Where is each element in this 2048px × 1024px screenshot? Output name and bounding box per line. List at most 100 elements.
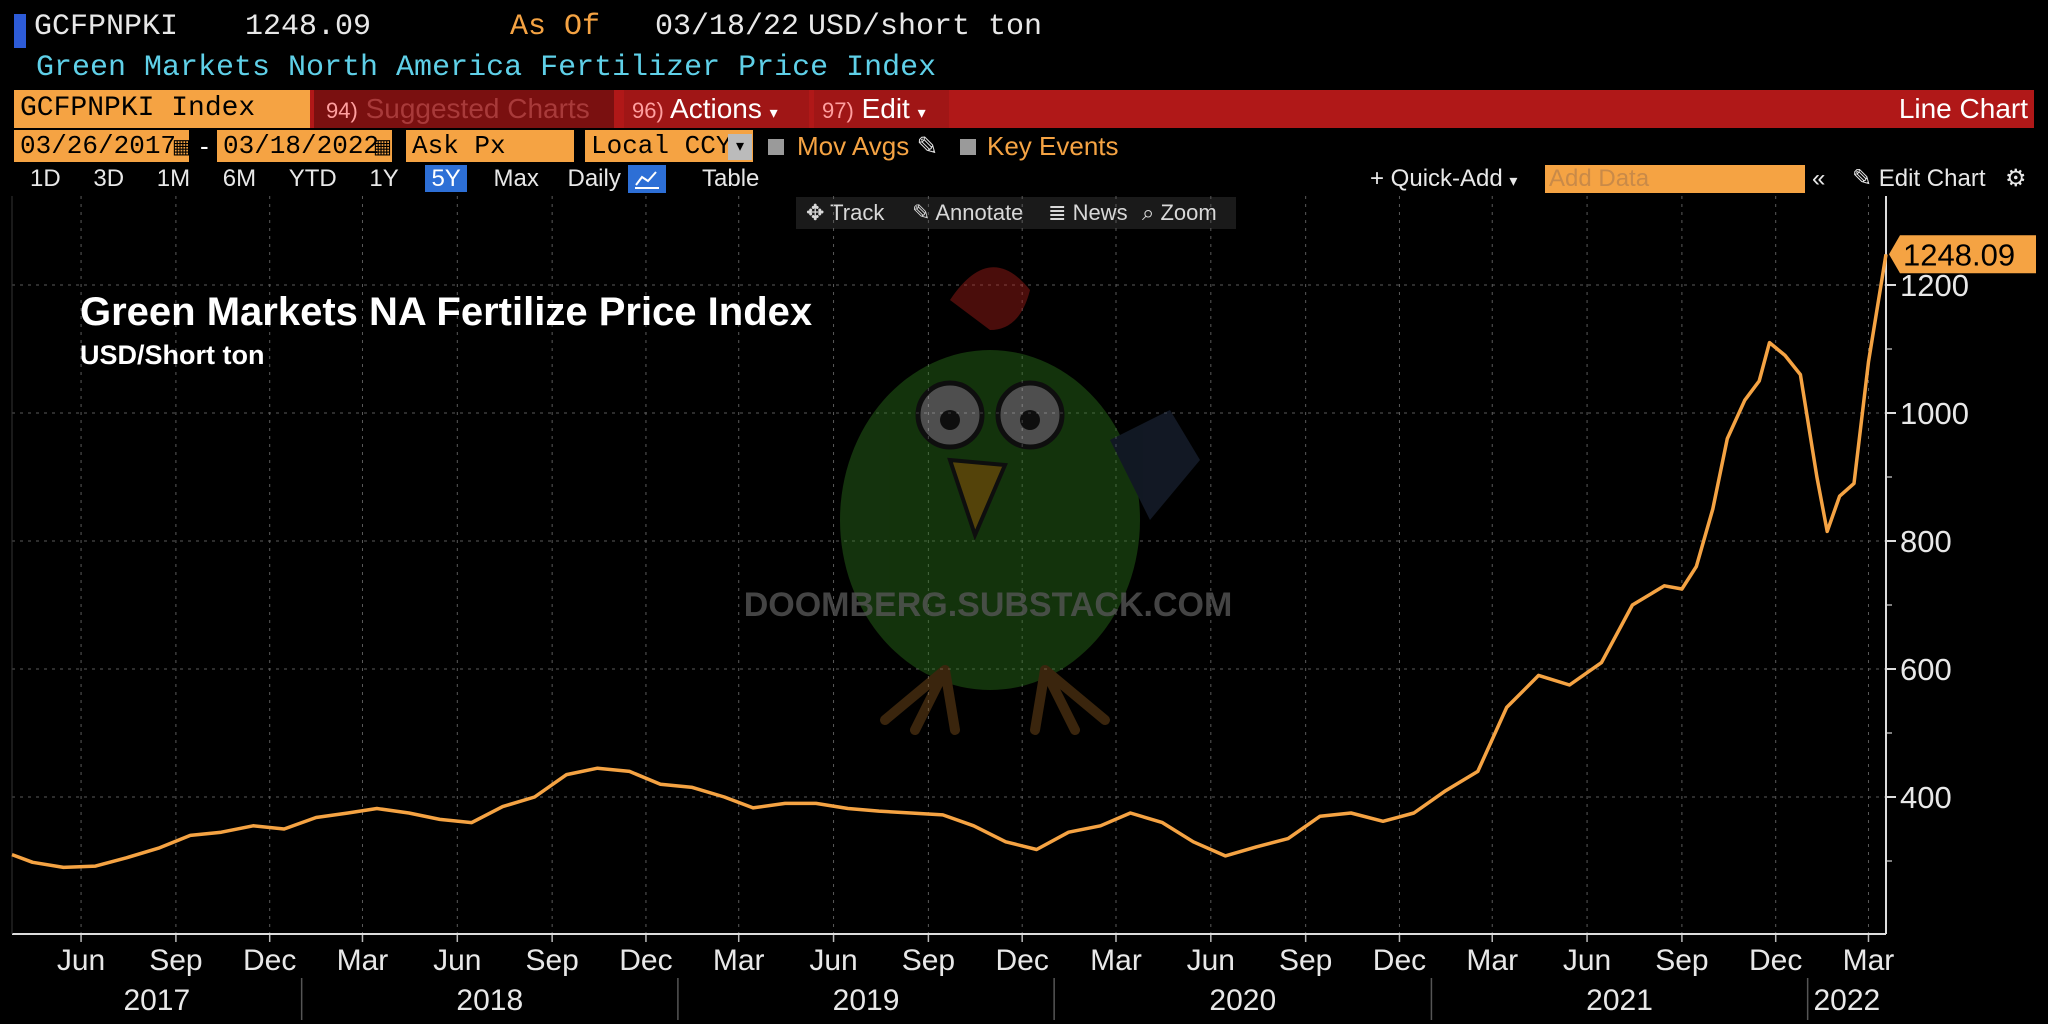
suggested-charts-number: 94)	[326, 98, 358, 123]
x-month-label: Mar	[1090, 944, 1142, 977]
x-month-label: Sep	[902, 944, 955, 977]
price-field-select[interactable]: Ask Px	[406, 130, 574, 162]
line-chart-icon[interactable]	[628, 165, 666, 193]
table-toggle[interactable]: Table	[702, 165, 760, 192]
x-month-label: Mar	[1466, 944, 1518, 977]
currency-select[interactable]: Local CCY	[585, 130, 753, 162]
pencil-icon: ✎	[1852, 165, 1873, 192]
track-tool[interactable]: ✥ Track	[806, 197, 884, 229]
x-year-label: 2019	[833, 984, 900, 1017]
period-3d[interactable]: 3D	[93, 165, 125, 192]
news-icon: ≣	[1048, 200, 1067, 225]
mov-avgs-checkbox[interactable]	[768, 139, 784, 155]
suggested-charts-label: Suggested Charts	[365, 93, 590, 124]
x-month-label: Dec	[1373, 944, 1426, 977]
x-month-label: Dec	[619, 944, 672, 977]
annotate-label: Annotate	[935, 200, 1024, 225]
x-month-label: Jun	[809, 944, 857, 977]
zoom-label: Zoom	[1160, 200, 1217, 225]
edit-chart-label: Edit Chart	[1878, 165, 1986, 192]
chart-grid	[12, 196, 1886, 934]
news-tool[interactable]: ≣ News	[1048, 197, 1128, 229]
frequency-label: Daily	[567, 165, 621, 192]
edit-chart-button[interactable]: ✎ Edit Chart	[1852, 163, 1986, 195]
caret-down-icon: ▾	[917, 105, 926, 122]
y-tick-label: 400	[1900, 780, 1952, 815]
x-month-label: Jun	[1563, 944, 1611, 977]
x-month-label: Sep	[1655, 944, 1708, 977]
calendar-icon[interactable]: ▦	[172, 136, 191, 158]
chevron-down-icon[interactable]: ▾	[728, 134, 752, 160]
edit-number: 97)	[822, 98, 854, 123]
x-month-label: Dec	[1749, 944, 1802, 977]
period-5y[interactable]: 5Y	[425, 165, 467, 192]
x-month-label: Sep	[525, 944, 578, 977]
caret-down-icon: ▾	[1509, 173, 1518, 190]
pencil-icon: ✎	[912, 200, 931, 225]
last-value-label: 1248.09	[1903, 237, 2015, 272]
period-1m[interactable]: 1M	[156, 165, 191, 192]
chart-subtitle: USD/Short ton	[80, 340, 265, 370]
security-description: Green Markets North America Fertilizer P…	[36, 51, 937, 85]
period-1y[interactable]: 1Y	[369, 165, 399, 192]
pencil-icon[interactable]: ✎	[916, 131, 939, 161]
key-events-label[interactable]: Key Events	[987, 131, 1119, 161]
suggested-charts-button[interactable]: 94) Suggested Charts	[314, 90, 614, 128]
x-year-label: 2018	[456, 984, 523, 1017]
series-line	[11, 254, 1888, 870]
ticker-symbol: GCFPNPKI	[34, 10, 179, 44]
x-month-label: Dec	[996, 944, 1049, 977]
x-month-label: Mar	[713, 944, 765, 977]
actions-menu-button[interactable]: 96) Actions ▾	[624, 90, 809, 128]
period-1d[interactable]: 1D	[30, 165, 61, 192]
last-value-marker: 1248.09	[1889, 235, 2036, 274]
annotate-tool[interactable]: ✎ Annotate	[912, 197, 1023, 229]
y-tick-label: 1000	[1900, 396, 1969, 431]
edit-menu-button[interactable]: 97) Edit ▾	[814, 90, 949, 128]
as-of-label: As Of	[510, 10, 601, 44]
gear-icon[interactable]: ⚙	[2005, 165, 2027, 192]
quick-add-label: + Quick-Add	[1370, 165, 1503, 192]
x-month-label: Mar	[1843, 944, 1895, 977]
y-tick-label: 600	[1900, 652, 1952, 687]
x-month-label: Dec	[243, 944, 296, 977]
caret-down-icon: ▾	[769, 105, 778, 122]
magnifier-icon: ⌕	[1142, 200, 1155, 225]
security-input[interactable]: GCFPNPKI Index	[14, 90, 310, 128]
edit-label: Edit	[861, 93, 910, 124]
news-label: News	[1072, 200, 1128, 225]
chart-type-label[interactable]: Line Chart	[1898, 93, 2028, 124]
start-date-input[interactable]: 03/26/2017	[14, 130, 189, 162]
x-month-label: Jun	[57, 944, 105, 977]
end-date-input[interactable]: 03/18/2022	[217, 130, 392, 162]
actions-number: 96)	[632, 98, 664, 123]
last-value-tag	[1889, 235, 2036, 274]
chart-axes: Jun Sep Dec Mar Jun Sep Dec Mar Jun Sep Dec Mar Jun S…	[11, 196, 1969, 1020]
track-label: Track	[830, 200, 885, 225]
x-year-label: 2021	[1586, 984, 1653, 1017]
x-year-label: 2020	[1209, 984, 1276, 1017]
x-month-label: Sep	[1279, 944, 1332, 977]
key-events-checkbox[interactable]	[960, 139, 976, 155]
add-data-input[interactable]: Add Data	[1545, 165, 1805, 193]
y-tick-label: 800	[1900, 524, 1952, 559]
as-of-date: 03/18/22	[655, 10, 800, 44]
last-price: 1248.09	[245, 10, 372, 44]
mov-avgs-label: Mov Avgs	[797, 131, 910, 161]
period-max[interactable]: Max	[493, 165, 539, 192]
price-unit: USD/short ton	[808, 10, 1043, 44]
calendar-icon[interactable]: ▦	[373, 136, 392, 158]
collapse-icon[interactable]: «	[1812, 165, 1826, 192]
period-ytd[interactable]: YTD	[288, 165, 337, 192]
x-year-label: 2017	[123, 984, 190, 1017]
x-month-label: Mar	[337, 944, 389, 977]
quick-add-button[interactable]: + Quick-Add ▾	[1370, 163, 1517, 195]
x-month-label: Sep	[149, 944, 202, 977]
mov-avgs-option[interactable]: Mov Avgs ✎	[797, 130, 938, 162]
zoom-tool[interactable]: ⌕ Zoom	[1142, 197, 1217, 229]
chart-tools-bar	[796, 197, 1236, 229]
date-range-separator: -	[200, 131, 209, 161]
watermark-text: DOOMBERG.SUBSTACK.COM	[744, 586, 1233, 624]
period-6m[interactable]: 6M	[222, 165, 257, 192]
